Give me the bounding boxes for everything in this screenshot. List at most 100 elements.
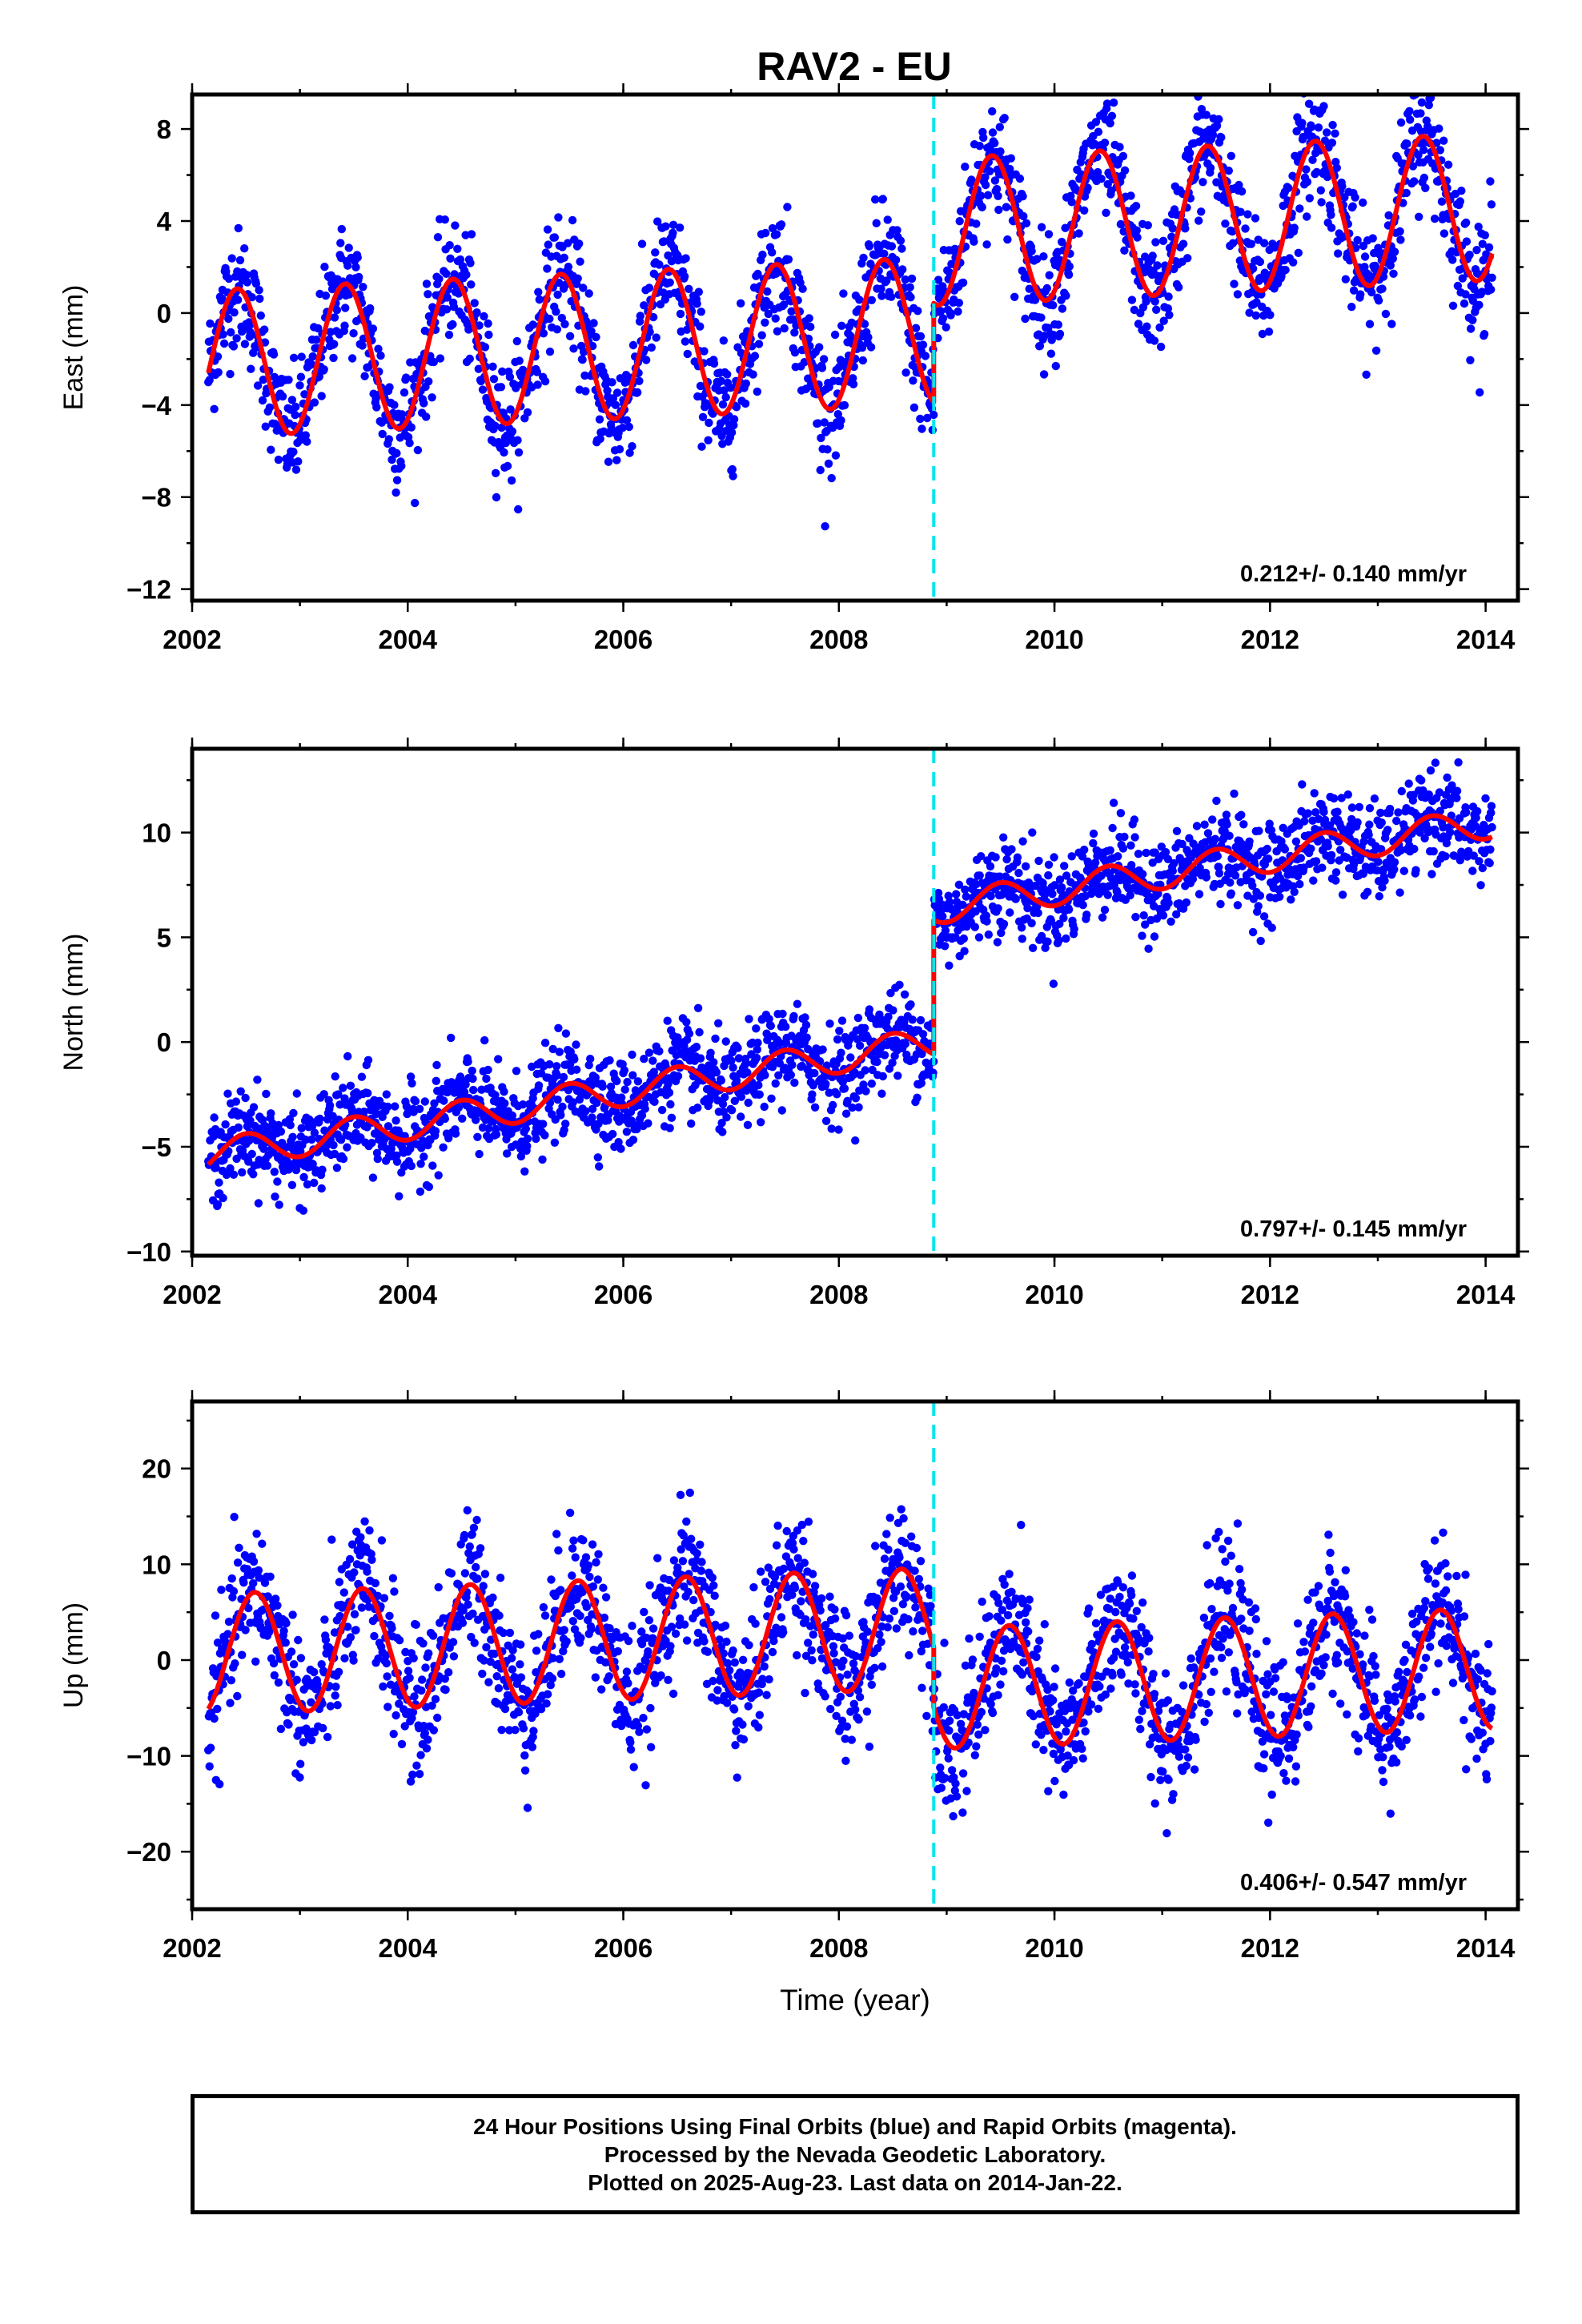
data-point	[424, 1182, 434, 1192]
data-point	[855, 296, 864, 304]
data-point	[472, 1562, 480, 1572]
data-point	[1078, 900, 1087, 910]
data-point	[1328, 120, 1337, 130]
data-point	[545, 348, 555, 356]
data-point	[1349, 286, 1359, 295]
data-point	[449, 1652, 459, 1661]
data-point	[231, 1097, 240, 1106]
data-point	[771, 1079, 780, 1088]
data-point	[484, 1678, 493, 1687]
data-point	[906, 293, 915, 302]
data-point	[1022, 862, 1030, 871]
data-point	[727, 428, 737, 437]
data-point	[508, 1665, 517, 1674]
data-point	[295, 1773, 304, 1782]
data-point	[405, 1674, 414, 1683]
data-point	[1355, 802, 1364, 811]
data-point	[496, 1574, 505, 1582]
data-point	[1131, 202, 1141, 211]
data-point	[970, 237, 978, 246]
data-point	[539, 329, 548, 338]
data-point	[993, 938, 1002, 947]
data-point	[467, 280, 476, 289]
data-point	[572, 1065, 581, 1074]
data-point	[233, 296, 243, 304]
data-point	[825, 383, 833, 392]
data-point	[443, 293, 452, 302]
data-point	[1435, 124, 1443, 133]
data-point	[994, 904, 1002, 913]
data-point	[560, 253, 568, 262]
data-point	[1150, 336, 1159, 345]
data-point	[1098, 913, 1107, 922]
data-point	[213, 1200, 223, 1209]
data-point	[370, 1631, 379, 1641]
data-point	[1116, 809, 1126, 818]
data-point	[622, 1128, 632, 1136]
data-point	[1439, 136, 1448, 145]
data-point	[1144, 944, 1153, 953]
data-point	[1235, 180, 1243, 190]
data-point	[1487, 200, 1496, 209]
data-point	[1364, 830, 1373, 839]
data-point	[391, 488, 400, 497]
data-point	[988, 128, 998, 137]
data-point	[1365, 820, 1374, 829]
data-point	[415, 1770, 424, 1779]
data-point	[645, 328, 654, 336]
data-point	[669, 220, 678, 229]
data-point	[721, 1037, 730, 1046]
data-point	[1199, 178, 1207, 187]
data-point	[999, 919, 1009, 929]
data-point	[1429, 846, 1438, 856]
data-point	[284, 376, 293, 384]
data-point	[1399, 866, 1409, 875]
data-point	[529, 1727, 538, 1735]
data-point	[532, 1647, 541, 1655]
data-point	[587, 327, 596, 336]
data-point	[389, 1730, 398, 1739]
data-point	[317, 1184, 326, 1193]
x-tick-label: 2002	[163, 625, 221, 654]
data-point	[219, 330, 227, 339]
data-point	[330, 1149, 339, 1159]
data-point	[837, 1016, 847, 1025]
data-point	[383, 1672, 391, 1681]
data-point	[1473, 806, 1482, 816]
data-point	[823, 445, 832, 454]
data-point	[241, 1093, 250, 1103]
data-point	[218, 294, 227, 303]
data-point	[1138, 870, 1147, 879]
data-point	[651, 248, 660, 257]
data-point	[550, 1138, 560, 1148]
data-point	[1054, 936, 1063, 945]
data-point	[1341, 275, 1351, 283]
data-point	[229, 342, 239, 351]
data-point	[416, 1160, 425, 1168]
data-point	[1388, 254, 1398, 263]
data-point	[1258, 329, 1267, 339]
data-point	[1059, 914, 1068, 923]
data-point	[1203, 829, 1213, 838]
data-point	[685, 284, 693, 293]
data-point	[1156, 342, 1166, 352]
data-point	[1486, 845, 1495, 854]
y-tick-label: −10	[126, 1237, 171, 1267]
data-point	[743, 1120, 753, 1130]
y-tick-label: −8	[141, 483, 171, 513]
data-point	[644, 1048, 654, 1057]
data-point	[1310, 789, 1319, 798]
data-point	[422, 279, 432, 288]
data-point	[1106, 119, 1114, 128]
data-point	[575, 239, 584, 248]
data-point	[301, 431, 310, 440]
data-point	[1150, 297, 1159, 306]
data-point	[697, 442, 706, 451]
data-point	[1132, 226, 1142, 235]
data-point	[548, 1674, 557, 1683]
data-point	[865, 1005, 874, 1014]
data-point	[588, 1104, 597, 1114]
data-point	[728, 464, 737, 474]
data-point	[297, 352, 306, 361]
data-point	[307, 1135, 316, 1144]
